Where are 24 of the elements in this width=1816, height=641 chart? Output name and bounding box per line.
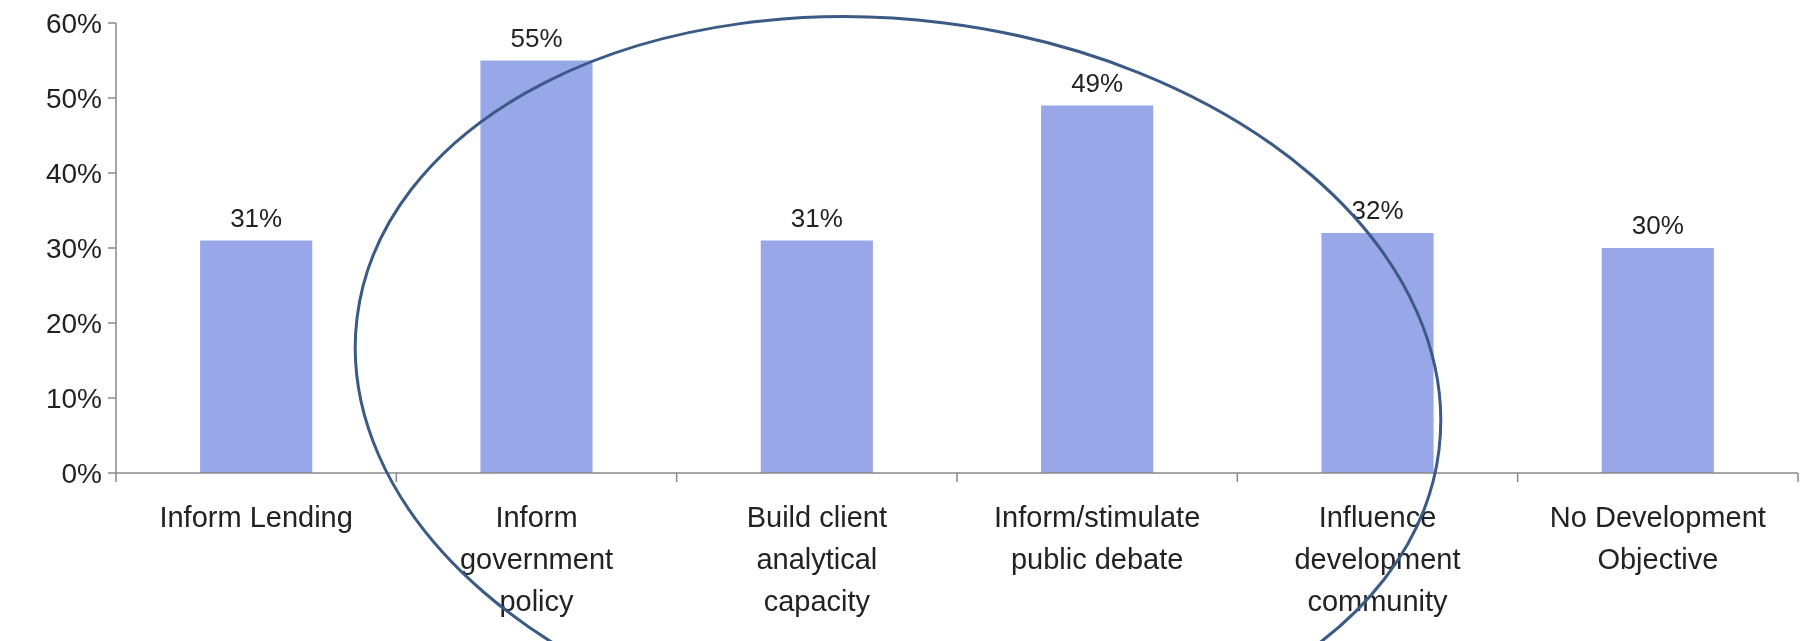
data-label: 31% [790,202,843,233]
data-label: 55% [510,22,563,53]
y-tick-label: 30% [45,232,102,264]
x-tick-label: Inform government policy [459,501,614,617]
y-tick-label: 0% [61,457,102,489]
x-tick-label: Build client analytical capacity [746,501,887,617]
bar [1041,105,1154,473]
y-tick-label: 60% [45,7,102,39]
data-label: 31% [230,202,283,233]
y-tick-label: 40% [45,157,102,189]
bar [200,240,313,473]
y-tick-label: 20% [45,307,102,339]
y-tick-label: 10% [45,382,102,414]
y-tick-label: 50% [45,82,102,114]
x-tick-label: No Development Objective [1549,501,1766,575]
bar [480,60,593,473]
data-label: 32% [1351,195,1404,225]
x-tick-label: Inform Lending [159,501,353,533]
data-label: 49% [1071,67,1124,98]
bar [1321,233,1434,473]
bar [1601,248,1714,473]
data-label: 30% [1631,210,1684,240]
bar [760,240,873,473]
x-tick-label: Inform/stimulate public debate [994,501,1201,575]
